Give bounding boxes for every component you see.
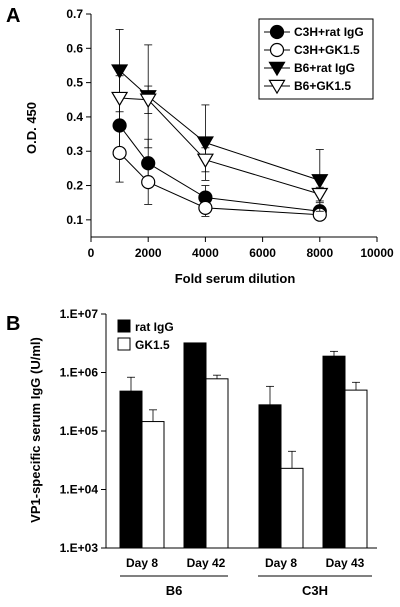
panel-b-bar-gk15 xyxy=(280,467,304,549)
panel-b-y-axis-title: VP1-specific serum IgG (U/ml) xyxy=(28,337,43,523)
panel-a-x-tick-label: 4000 xyxy=(192,246,219,260)
panel-a-series-line xyxy=(119,97,320,195)
panel-a-x-tick-label: 2000 xyxy=(135,246,162,260)
panel-a-series-1 xyxy=(112,123,327,222)
panel-a-legend-marker xyxy=(269,42,285,58)
panel-a-legend-label: C3H+rat IgG xyxy=(294,25,364,39)
panel-b-legend-swatch xyxy=(117,319,131,333)
panel-a-legend-marker xyxy=(269,24,285,40)
panel-a-x-tick-label: 10000 xyxy=(360,246,394,260)
panel-a-legend-marker xyxy=(268,79,286,95)
panel-a-y-tick-label: 0.3 xyxy=(66,144,83,158)
panel-a-y-axis-title: O.D. 450 xyxy=(24,102,39,154)
panel-b-legend-label: rat IgG xyxy=(135,320,174,334)
panel-a: A 0.1 0.2 0.3 0.4 0.5 0.6 0.7 0 2000 4000 6000 800… xyxy=(6,5,394,286)
panel-a-series-line xyxy=(119,70,320,181)
panel-a-letter: A xyxy=(6,5,20,27)
panel-a-point xyxy=(311,187,329,203)
panel-b-bar-gk15 xyxy=(141,421,165,549)
panel-a-y-tick-label: 0.2 xyxy=(66,179,83,193)
panel-a-x-tick-label: 6000 xyxy=(249,246,276,260)
panel-a-x-tick-label: 8000 xyxy=(306,246,333,260)
panel-a-point xyxy=(311,174,329,189)
panel-b-legend-swatch xyxy=(117,337,131,351)
panel-b-y-tick-label: 1.E+03 xyxy=(60,541,99,555)
panel-b-y-tick-label: 1.E+07 xyxy=(60,307,99,321)
panel-a-point xyxy=(112,145,127,161)
panel-b-bar-rat-igg xyxy=(183,342,207,549)
panel-b-bar-gk15 xyxy=(205,378,229,549)
panel-a-point xyxy=(198,200,213,215)
panel-a-point xyxy=(139,93,157,109)
panel-a-series-2 xyxy=(111,29,329,212)
panel-a-series-0 xyxy=(112,92,327,221)
panel-b-category-label: Day 43 xyxy=(326,556,365,570)
panel-a-legend-label: B6+GK1.5 xyxy=(294,79,351,93)
panel-a-series-line xyxy=(119,152,320,216)
panel-b-bar-rat-igg xyxy=(119,390,143,549)
panel-b-y-tick-label: 1.E+05 xyxy=(60,424,99,438)
panel-a-y-tick-label: 0.7 xyxy=(66,7,83,21)
panel-b-group-label: B6 xyxy=(166,583,183,598)
panel-a-y-tick-label: 0.6 xyxy=(66,41,83,55)
panel-b-y-tick-label: 1.E+04 xyxy=(60,483,99,497)
panel-a-y-tick-label: 0.1 xyxy=(66,213,83,227)
panel-a-y-tick-label: 0.4 xyxy=(66,110,83,124)
panel-a-legend-label: B6+rat IgG xyxy=(294,61,355,75)
panel-a-legend-label: C3H+GK1.5 xyxy=(294,43,360,57)
panel-a-point xyxy=(196,136,214,151)
panel-b-bar-gk15 xyxy=(344,389,368,549)
panel-a-series-3 xyxy=(111,75,329,203)
panel-a-y-tick-label: 0.5 xyxy=(66,76,83,90)
panel-b-category-label: Day 8 xyxy=(126,556,158,570)
panel-a-point xyxy=(111,91,129,107)
panel-b-bar-rat-igg xyxy=(258,404,282,549)
panel-b-group-label: C3H xyxy=(302,583,328,598)
panel-b-letter: B xyxy=(6,313,20,335)
panel-a-legend: C3H+rat IgG C3H+GK1.5 B6+rat IgG B6+GK1.5 xyxy=(258,18,374,100)
panel-a-x-tick-label: 0 xyxy=(88,246,95,260)
panel-a-point xyxy=(111,64,129,79)
panel-b-category-label: Day 8 xyxy=(265,556,297,570)
panel-b-bar-rat-igg xyxy=(322,355,346,549)
panel-a-point xyxy=(141,175,156,190)
panel-a-series-line xyxy=(119,125,320,212)
panel-a-point xyxy=(196,153,214,169)
panel-b-category-label: Day 42 xyxy=(187,556,226,570)
panel-b-y-tick-label: 1.E+06 xyxy=(60,366,99,380)
panel-a-x-axis-title: Fold serum dilution xyxy=(175,271,296,286)
panel-a-legend-marker xyxy=(268,61,286,77)
panel-b-legend: rat IgG GK1.5 xyxy=(117,319,174,352)
panel-b-legend-label: GK1.5 xyxy=(135,338,170,352)
panel-b: B 1.E+03 1.E+04 1.E+05 1.E+06 1.E+07 Day 8 Da… xyxy=(6,307,377,598)
